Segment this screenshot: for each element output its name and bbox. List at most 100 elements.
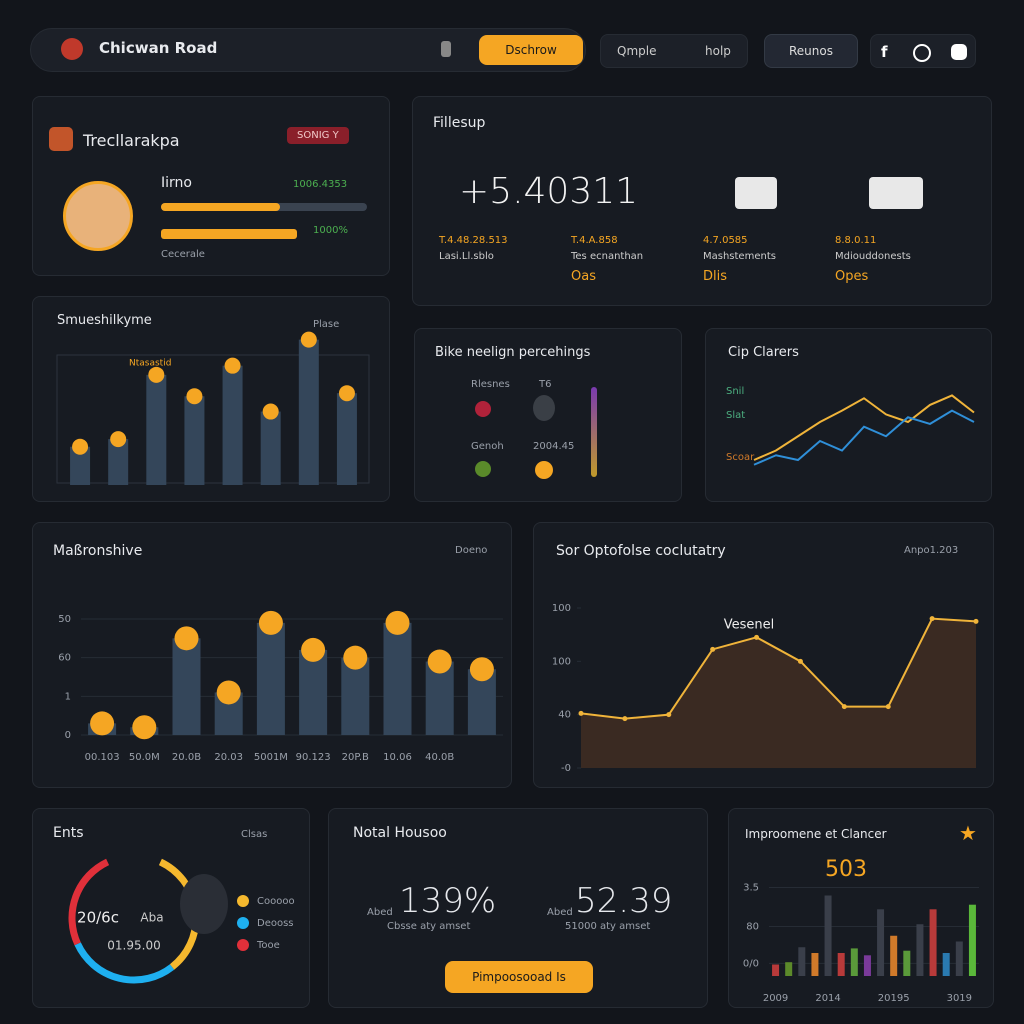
icon-circle[interactable] — [913, 44, 931, 62]
bar — [425, 661, 454, 735]
stat-value: 52.39 — [575, 881, 673, 921]
y-tick-label: 50 — [58, 614, 71, 625]
stat-caption: 51000 aty amset — [565, 921, 651, 932]
bar — [877, 909, 885, 976]
mini-bar — [591, 387, 597, 477]
profile-icon — [49, 127, 73, 151]
point — [841, 704, 847, 710]
row-label: Rlesnes — [471, 379, 510, 390]
annotation: Ntasastid — [129, 359, 171, 369]
bar — [890, 935, 898, 976]
bar — [256, 622, 285, 735]
bar-marker — [343, 645, 368, 670]
bar-marker — [338, 385, 355, 402]
search-box[interactable]: Qmple holp — [600, 34, 748, 68]
action-button[interactable]: Pimpoosooad Is — [445, 961, 593, 993]
y-tick-label: 100 — [552, 656, 571, 667]
small-bar-card: Smueshilkyme Plase Ntasastid — [32, 296, 390, 502]
row-value: 2004.45 — [533, 441, 575, 452]
kpi-item-sub: Opes — [835, 269, 869, 284]
legend-label: Cooooo — [257, 896, 295, 907]
x-tick-label: 2009 — [763, 993, 788, 1004]
bar-marker — [385, 610, 410, 635]
stat-prefix: Abed — [547, 907, 573, 918]
bar-card: Maßronshive Doeno 50 60 1 0 00.103 50.0M 20.0B… — [32, 522, 512, 788]
chart: Cooooo Deooss Tooe 20/6c Aba 01.95.00 — [68, 858, 295, 984]
bar — [798, 947, 806, 976]
profile-card: Trecllarakpa SONIG Y Iirno 1006.4353 100… — [32, 96, 390, 276]
area — [581, 618, 976, 768]
kpi-title: Fillesup — [433, 115, 486, 131]
bar — [772, 964, 780, 976]
bar-marker — [300, 331, 317, 348]
x-tick-label: 50.0M — [129, 752, 160, 763]
row-value: T6 — [539, 379, 552, 390]
bar — [260, 411, 281, 485]
row-label: Genoh — [471, 441, 504, 452]
secondary-button[interactable]: Reunos — [764, 34, 858, 68]
progress-fill — [161, 203, 281, 211]
totals-card: Notal Housoo Abed 139% Cbsse aty amset A… — [328, 808, 708, 1008]
profile-title: Trecllarakpa — [83, 131, 180, 150]
x-tick-label: 10.06 — [383, 752, 412, 763]
filter[interactable]: Doeno — [455, 545, 488, 556]
annotation: Vesenel — [724, 618, 775, 633]
bar — [341, 657, 370, 735]
y-tick-label: 40 — [558, 710, 571, 721]
stat-value: 139% — [399, 881, 497, 921]
legend-label: Tooe — [256, 940, 280, 951]
bar — [811, 953, 819, 976]
kpi-image — [735, 177, 777, 209]
bar — [222, 365, 243, 485]
bar-marker — [262, 403, 279, 420]
filter[interactable]: Clsas — [241, 829, 268, 840]
card-title: Maßronshive — [53, 543, 143, 559]
brand-logo — [61, 38, 83, 60]
dot — [533, 395, 555, 421]
search-text: Qmple — [617, 44, 657, 58]
kpi-item-sub: Oas — [571, 269, 596, 284]
card-title: Cip Clarers — [728, 345, 799, 360]
bar-marker — [216, 680, 241, 705]
x-tick-label: 20.0B — [172, 752, 201, 763]
bar — [298, 339, 319, 485]
bar-marker — [72, 438, 89, 455]
plot-frame — [56, 354, 370, 484]
x-tick-label: 00.103 — [85, 752, 120, 763]
y-tick-label: 1 — [65, 691, 71, 702]
card-title: Improomene et Clancer — [745, 827, 887, 841]
bike-card: Bike neelign percehings Rlesnes T6 Genoh… — [414, 328, 682, 502]
point — [885, 704, 891, 710]
icon-app[interactable] — [951, 44, 967, 60]
top-bar: Chicwan Road Dschrow — [30, 28, 586, 72]
help-link[interactable]: holp — [705, 44, 731, 58]
donut-segment — [74, 942, 175, 984]
card-title: Notal Housoo — [353, 825, 447, 841]
center-text: Aba — [140, 911, 163, 925]
bar — [824, 895, 832, 976]
kpi-item-label: Mashstements — [703, 251, 776, 262]
filter[interactable]: Anpo1.203 — [904, 545, 959, 556]
bar — [383, 622, 412, 735]
y-tick-label: 3.5 — [743, 882, 759, 893]
kpi-item-label: Lasi.Ll.sblo — [439, 251, 494, 262]
bar — [955, 941, 963, 976]
profile-name: Iirno — [161, 175, 192, 191]
bar-marker — [174, 626, 199, 651]
bar — [785, 962, 793, 976]
x-tick-label: 20.03 — [214, 752, 243, 763]
primary-button[interactable]: Dschrow — [479, 35, 583, 65]
x-tick-label: 3019 — [947, 993, 972, 1004]
bar — [903, 950, 911, 976]
card-title: Bike neelign percehings — [435, 345, 591, 360]
point — [578, 710, 584, 716]
y-label: Slat — [726, 410, 745, 421]
center-text: 20/6c — [77, 909, 119, 927]
avatar — [63, 181, 133, 251]
icon-facebook[interactable]: f — [881, 43, 888, 61]
dot — [475, 401, 491, 417]
card-title: Sor Optofolse coclutatry — [556, 543, 726, 559]
profile-score: 1006.4353 — [293, 179, 348, 190]
star-icon[interactable]: ★ — [959, 821, 977, 845]
legend-swatch — [237, 895, 249, 907]
